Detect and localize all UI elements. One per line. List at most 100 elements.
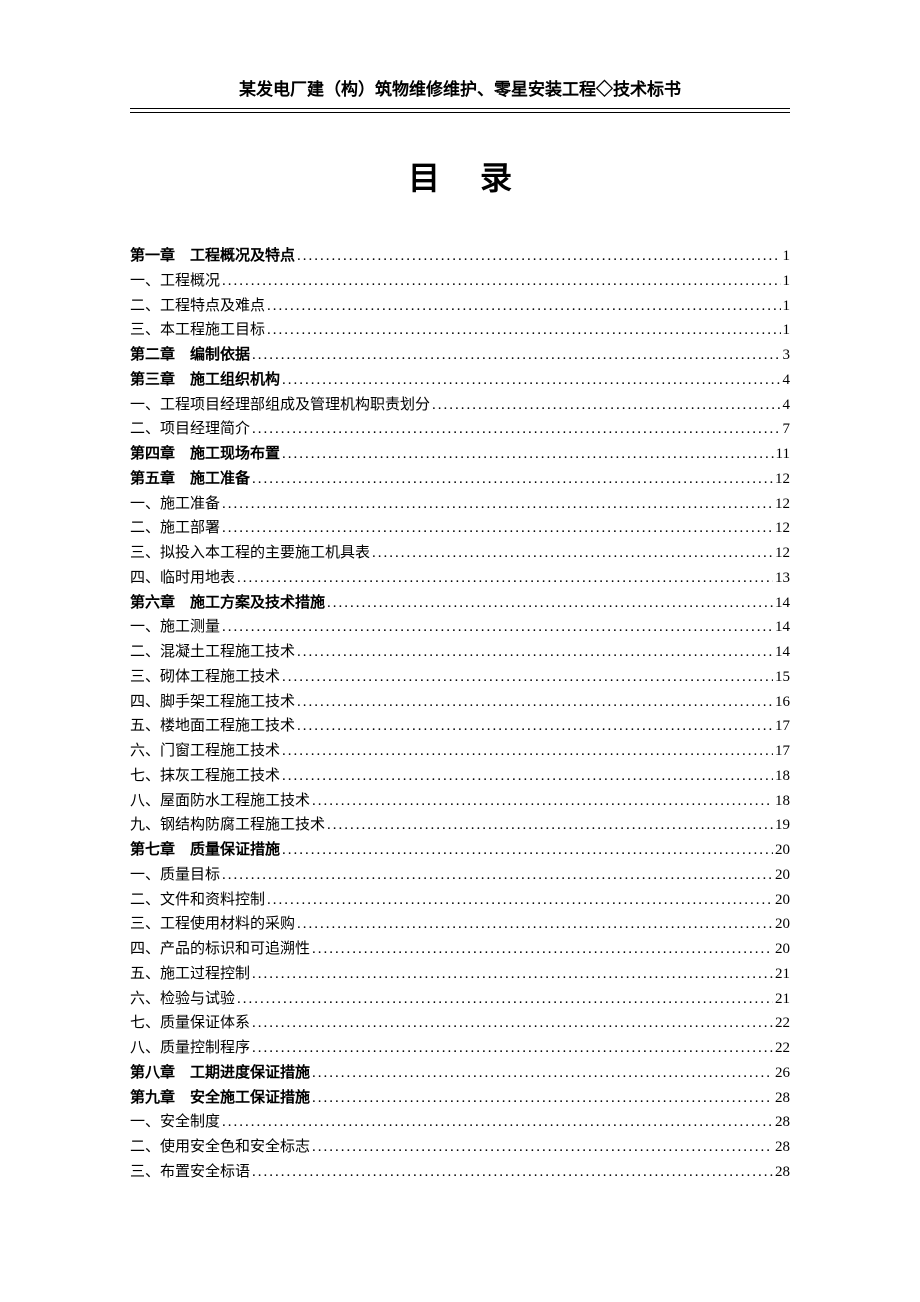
toc-entry-label: 一、安全制度: [130, 1110, 220, 1135]
table-of-contents: 第一章 工程概况及特点1一、工程概况1二、工程特点及难点1三、本工程施工目标1第…: [130, 244, 790, 1185]
toc-entry: 一、安全制度 28: [130, 1110, 790, 1135]
toc-entry: 五、楼地面工程施工技术17: [130, 714, 790, 739]
toc-entry-page: 12: [775, 492, 790, 517]
toc-entry-label: 一、施工测量: [130, 615, 220, 640]
toc-entry: 第一章 工程概况及特点 1: [130, 244, 790, 269]
toc-entry-label: 第八章 工期进度保证措施: [130, 1061, 310, 1086]
toc-entry-label: 一、施工准备: [130, 492, 220, 517]
toc-entry-label: 二、使用安全色和安全标志: [130, 1135, 310, 1160]
toc-entry-dots: [237, 566, 773, 591]
toc-entry-label: 五、施工过程控制: [130, 962, 250, 987]
toc-entry-page: 13: [775, 566, 790, 591]
toc-entry-dots: [312, 789, 773, 814]
toc-entry-dots: [372, 541, 773, 566]
toc-entry: 八、屋面防水工程施工技术 18: [130, 789, 790, 814]
toc-entry-dots: [327, 591, 773, 616]
toc-entry-label: 第六章 施工方案及技术措施: [130, 591, 325, 616]
toc-entry-page: 4: [783, 393, 791, 418]
toc-entry-dots: [252, 417, 780, 442]
toc-entry-dots: [252, 1160, 773, 1185]
toc-entry-page: 22: [775, 1011, 790, 1036]
toc-entry-page: 22: [775, 1036, 790, 1061]
toc-entry-page: 16: [775, 690, 790, 715]
toc-entry-label: 七、质量保证体系: [130, 1011, 250, 1036]
toc-entry: 七、抹灰工程施工技术18: [130, 764, 790, 789]
toc-entry-page: 18: [775, 789, 790, 814]
toc-entry: 七、质量保证体系 22: [130, 1011, 790, 1036]
toc-entry-label: 四、脚手架工程施工技术: [130, 690, 295, 715]
toc-entry-label: 八、质量控制程序: [130, 1036, 250, 1061]
toc-entry-page: 1: [783, 244, 791, 269]
toc-entry-page: 15: [775, 665, 790, 690]
toc-entry-page: 3: [783, 343, 791, 368]
toc-entry: 九、钢结构防腐工程施工技术19: [130, 813, 790, 838]
toc-entry: 四、产品的标识和可追溯性20: [130, 937, 790, 962]
toc-entry-label: 九、钢结构防腐工程施工技术: [130, 813, 325, 838]
toc-entry-label: 六、门窗工程施工技术: [130, 739, 280, 764]
toc-entry: 一、质量目标20: [130, 863, 790, 888]
toc-entry: 六、检验与试验 21: [130, 987, 790, 1012]
toc-entry-dots: [252, 467, 773, 492]
toc-entry: 一、施工测量14: [130, 615, 790, 640]
toc-entry-label: 第三章 施工组织机构: [130, 368, 280, 393]
document-header-underline: [130, 112, 790, 113]
toc-entry-label: 一、工程项目经理部组成及管理机构职责划分: [130, 393, 430, 418]
toc-entry-dots: [222, 516, 773, 541]
toc-entry-page: 28: [775, 1086, 790, 1111]
toc-entry-dots: [327, 813, 773, 838]
toc-entry-dots: [312, 937, 773, 962]
toc-entry-dots: [282, 665, 773, 690]
toc-entry-dots: [297, 714, 773, 739]
toc-entry-label: 六、检验与试验: [130, 987, 235, 1012]
toc-entry-label: 四、临时用地表: [130, 566, 235, 591]
toc-entry-label: 第一章 工程概况及特点: [130, 244, 295, 269]
toc-entry-page: 20: [775, 912, 790, 937]
toc-entry: 五、施工过程控制21: [130, 962, 790, 987]
toc-entry-dots: [297, 244, 780, 269]
toc-entry-label: 五、楼地面工程施工技术: [130, 714, 295, 739]
toc-entry: 第九章 安全施工保证措施28: [130, 1086, 790, 1111]
toc-entry-dots: [252, 962, 773, 987]
toc-entry-page: 14: [775, 591, 790, 616]
toc-entry-dots: [297, 690, 773, 715]
toc-entry: 二、混凝土工程施工技术14: [130, 640, 790, 665]
toc-entry-page: 20: [775, 838, 790, 863]
toc-entry: 第六章 施工方案及技术措施 14: [130, 591, 790, 616]
toc-entry-label: 二、工程特点及难点: [130, 294, 265, 319]
toc-entry-label: 三、本工程施工目标: [130, 318, 265, 343]
toc-entry-dots: [222, 615, 773, 640]
toc-entry: 第四章 施工现场布置 11: [130, 442, 790, 467]
toc-entry-dots: [252, 1011, 773, 1036]
toc-entry: 第八章 工期进度保证措施26: [130, 1061, 790, 1086]
toc-entry-label: 二、施工部署: [130, 516, 220, 541]
toc-entry-page: 21: [775, 987, 790, 1012]
toc-entry: 三、拟投入本工程的主要施工机具表12: [130, 541, 790, 566]
toc-entry-page: 12: [775, 516, 790, 541]
toc-entry: 四、临时用地表 13: [130, 566, 790, 591]
page-title: 目录: [130, 153, 790, 199]
toc-entry: 第三章 施工组织机构4: [130, 368, 790, 393]
toc-entry-label: 八、屋面防水工程施工技术: [130, 789, 310, 814]
toc-entry-page: 17: [775, 739, 790, 764]
toc-entry-dots: [282, 739, 773, 764]
toc-entry: 六、门窗工程施工技术 17: [130, 739, 790, 764]
toc-entry: 第五章 施工准备12: [130, 467, 790, 492]
toc-entry: 四、脚手架工程施工技术 16: [130, 690, 790, 715]
toc-entry-page: 11: [776, 442, 790, 467]
toc-entry-label: 四、产品的标识和可追溯性: [130, 937, 310, 962]
toc-entry-page: 28: [775, 1160, 790, 1185]
toc-entry-dots: [312, 1135, 773, 1160]
toc-entry-label: 一、质量目标: [130, 863, 220, 888]
toc-entry-label: 第四章 施工现场布置: [130, 442, 280, 467]
toc-entry-dots: [297, 912, 773, 937]
toc-entry-dots: [312, 1061, 773, 1086]
toc-entry-label: 二、文件和资料控制: [130, 888, 265, 913]
toc-entry-dots: [282, 838, 773, 863]
toc-entry-page: 20: [775, 888, 790, 913]
toc-entry-dots: [267, 294, 780, 319]
toc-entry: 二、项目经理简介7: [130, 417, 790, 442]
toc-entry-page: 28: [775, 1110, 790, 1135]
toc-entry-dots: [252, 343, 780, 368]
toc-entry-dots: [237, 987, 773, 1012]
toc-entry: 三、砌体工程施工技术15: [130, 665, 790, 690]
